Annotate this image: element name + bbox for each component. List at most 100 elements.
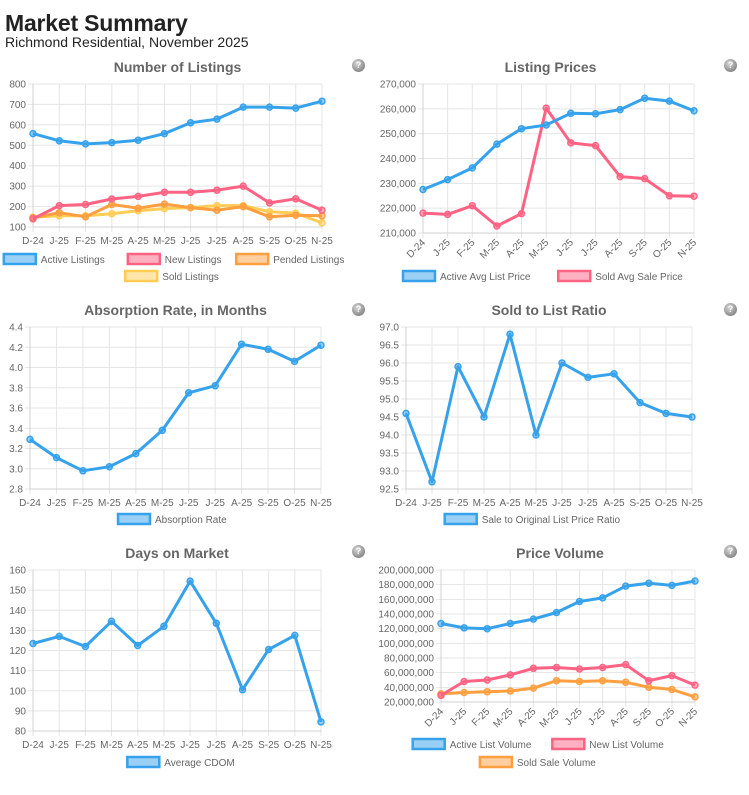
- data-point[interactable]: [591, 141, 600, 150]
- data-point[interactable]: [493, 140, 501, 148]
- data-point[interactable]: [237, 340, 246, 348]
- data-point[interactable]: [55, 201, 64, 210]
- data-point[interactable]: [81, 200, 90, 209]
- data-point[interactable]: [616, 105, 624, 114]
- data-point[interactable]: [443, 175, 452, 184]
- data-point[interactable]: [108, 209, 116, 218]
- data-point[interactable]: [134, 136, 142, 144]
- data-point[interactable]: [317, 341, 325, 349]
- legend-item-pended-listings[interactable]: Pended Listings: [234, 252, 344, 266]
- data-point[interactable]: [239, 182, 247, 190]
- data-point[interactable]: [265, 199, 274, 207]
- data-point[interactable]: [645, 579, 653, 587]
- legend-item-active-listings[interactable]: Active Listings: [2, 252, 105, 266]
- data-point[interactable]: [529, 664, 538, 673]
- data-point[interactable]: [542, 104, 550, 112]
- data-point[interactable]: [558, 359, 566, 367]
- data-point[interactable]: [454, 362, 462, 371]
- data-point[interactable]: [239, 202, 247, 211]
- data-point[interactable]: [264, 645, 273, 654]
- data-point[interactable]: [160, 188, 169, 197]
- data-point[interactable]: [621, 678, 630, 686]
- data-point[interactable]: [610, 370, 618, 378]
- data-point[interactable]: [665, 192, 674, 200]
- data-point[interactable]: [688, 413, 696, 421]
- data-point[interactable]: [529, 684, 538, 692]
- data-point[interactable]: [186, 119, 195, 127]
- data-point[interactable]: [517, 124, 526, 133]
- legend-item-sold-avg-sale-price[interactable]: Sold Avg Sale Price: [556, 269, 683, 283]
- data-point[interactable]: [598, 594, 607, 602]
- data-point[interactable]: [493, 222, 501, 230]
- data-point[interactable]: [160, 200, 169, 208]
- data-point[interactable]: [567, 109, 575, 118]
- legend-item-sold-listings[interactable]: Sold Listings: [123, 269, 219, 283]
- data-point[interactable]: [506, 687, 515, 695]
- data-point[interactable]: [591, 110, 600, 118]
- data-point[interactable]: [552, 608, 561, 617]
- data-point[interactable]: [483, 687, 491, 696]
- data-point[interactable]: [691, 577, 699, 585]
- data-point[interactable]: [552, 663, 561, 672]
- data-point[interactable]: [575, 665, 584, 673]
- data-point[interactable]: [107, 617, 116, 626]
- data-point[interactable]: [213, 186, 221, 194]
- data-point[interactable]: [29, 129, 37, 138]
- data-point[interactable]: [552, 676, 561, 685]
- data-point[interactable]: [108, 195, 116, 203]
- data-point[interactable]: [645, 683, 653, 692]
- data-point[interactable]: [468, 164, 477, 172]
- data-point[interactable]: [81, 213, 90, 221]
- data-point[interactable]: [213, 206, 221, 214]
- data-point[interactable]: [506, 671, 515, 679]
- data-point[interactable]: [419, 209, 427, 217]
- data-point[interactable]: [186, 203, 195, 212]
- data-point[interactable]: [291, 195, 300, 203]
- data-point[interactable]: [662, 409, 670, 418]
- data-point[interactable]: [317, 718, 325, 726]
- legend-item-new-listings[interactable]: New Listings: [126, 252, 222, 266]
- data-point[interactable]: [81, 642, 90, 651]
- data-point[interactable]: [636, 398, 644, 407]
- legend-item-sold-sale-volume[interactable]: Sold Sale Volume: [478, 755, 596, 769]
- data-point[interactable]: [483, 676, 491, 684]
- legend-item-active-list-volume[interactable]: Active List Volume: [411, 737, 532, 751]
- data-point[interactable]: [640, 174, 649, 183]
- data-point[interactable]: [238, 685, 247, 694]
- legend-item-active-avg-list-price[interactable]: Active Avg List Price: [401, 269, 531, 283]
- data-point[interactable]: [668, 581, 676, 590]
- data-point[interactable]: [52, 453, 61, 462]
- data-point[interactable]: [213, 115, 221, 123]
- data-point[interactable]: [428, 478, 436, 486]
- data-point[interactable]: [264, 345, 272, 354]
- data-point[interactable]: [645, 676, 653, 685]
- data-point[interactable]: [584, 373, 592, 382]
- legend-item-new-list-volume[interactable]: New List Volume: [551, 737, 664, 751]
- help-icon[interactable]: ?: [352, 545, 365, 558]
- data-point[interactable]: [211, 381, 219, 390]
- data-point[interactable]: [529, 615, 538, 623]
- data-point[interactable]: [79, 467, 87, 475]
- data-point[interactable]: [575, 597, 584, 606]
- data-point[interactable]: [291, 104, 300, 112]
- data-point[interactable]: [108, 138, 116, 147]
- data-point[interactable]: [26, 435, 34, 444]
- data-point[interactable]: [460, 677, 468, 686]
- data-point[interactable]: [542, 121, 550, 129]
- legend-item-absorption-rate[interactable]: Absorption Rate: [116, 512, 227, 526]
- data-point[interactable]: [691, 681, 699, 689]
- data-point[interactable]: [55, 137, 64, 145]
- data-point[interactable]: [160, 129, 169, 138]
- data-point[interactable]: [184, 389, 193, 397]
- data-point[interactable]: [616, 172, 624, 181]
- data-point[interactable]: [265, 213, 274, 221]
- data-point[interactable]: [158, 426, 167, 435]
- data-point[interactable]: [437, 619, 445, 628]
- data-point[interactable]: [318, 97, 326, 105]
- data-point[interactable]: [598, 663, 607, 672]
- data-point[interactable]: [483, 624, 491, 633]
- data-point[interactable]: [160, 622, 168, 631]
- data-point[interactable]: [419, 185, 427, 194]
- data-point[interactable]: [621, 582, 630, 590]
- data-point[interactable]: [55, 208, 64, 217]
